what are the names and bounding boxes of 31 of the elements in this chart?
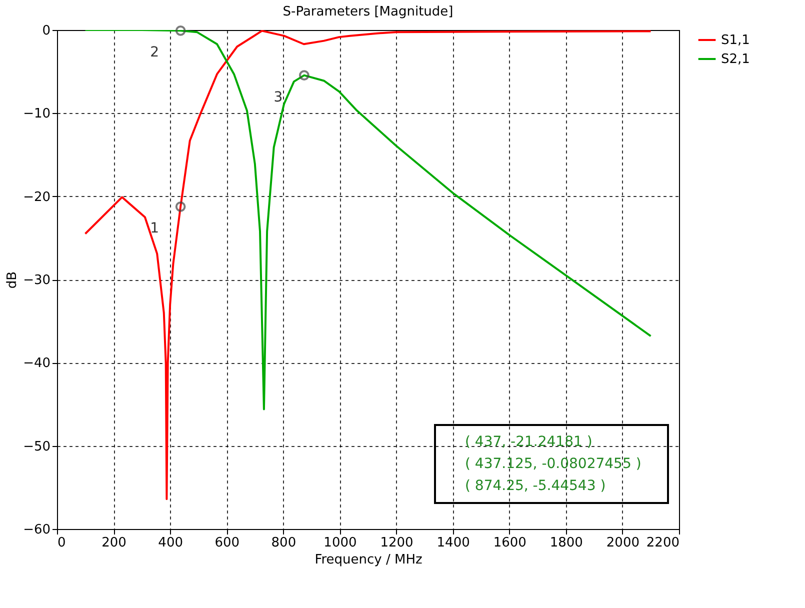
y-tick-label: −40 bbox=[23, 356, 50, 372]
x-tick-label: 2200 bbox=[646, 536, 680, 550]
y-tick-label: −30 bbox=[23, 273, 50, 288]
annotation: 1 bbox=[150, 220, 160, 237]
annotation: ( 437.125, -0.08027455 ) bbox=[465, 456, 642, 472]
y-tick-label: −20 bbox=[23, 190, 50, 205]
annotation: 2 bbox=[150, 44, 160, 61]
legend-label: S2,1 bbox=[721, 52, 750, 67]
y-tick-label: −60 bbox=[23, 522, 50, 538]
x-tick-label: 600 bbox=[214, 536, 240, 550]
x-tick-label: 1600 bbox=[493, 536, 526, 550]
x-tick-label: 1000 bbox=[324, 536, 357, 550]
annotation: 3 bbox=[274, 89, 283, 106]
legend-label: S1,1 bbox=[721, 33, 750, 48]
y-axis-title: dB bbox=[5, 271, 20, 289]
chart-title: S-Parameters [Magnitude] bbox=[282, 4, 454, 20]
x-tick-label: 1400 bbox=[436, 536, 470, 550]
x-tick-label: 800 bbox=[271, 536, 296, 550]
x-tick-label: 400 bbox=[158, 536, 184, 550]
annotation: ( 874.25, -5.44543 ) bbox=[465, 478, 606, 494]
y-tick-label: −10 bbox=[23, 106, 50, 122]
annotation: ( 437, -21.24181 ) bbox=[465, 434, 592, 450]
x-tick-label: 200 bbox=[102, 536, 126, 550]
x-tick-label: 0 bbox=[58, 536, 66, 550]
x-tick-label: 1200 bbox=[380, 536, 414, 550]
y-tick-label: 0 bbox=[42, 24, 50, 38]
y-tick-label: −50 bbox=[23, 439, 50, 454]
x-tick-label: 1800 bbox=[550, 536, 583, 550]
x-axis-title: Frequency / MHz bbox=[314, 552, 422, 568]
line-series bbox=[84, 30, 652, 500]
x-tick-label: 2000 bbox=[606, 536, 640, 550]
